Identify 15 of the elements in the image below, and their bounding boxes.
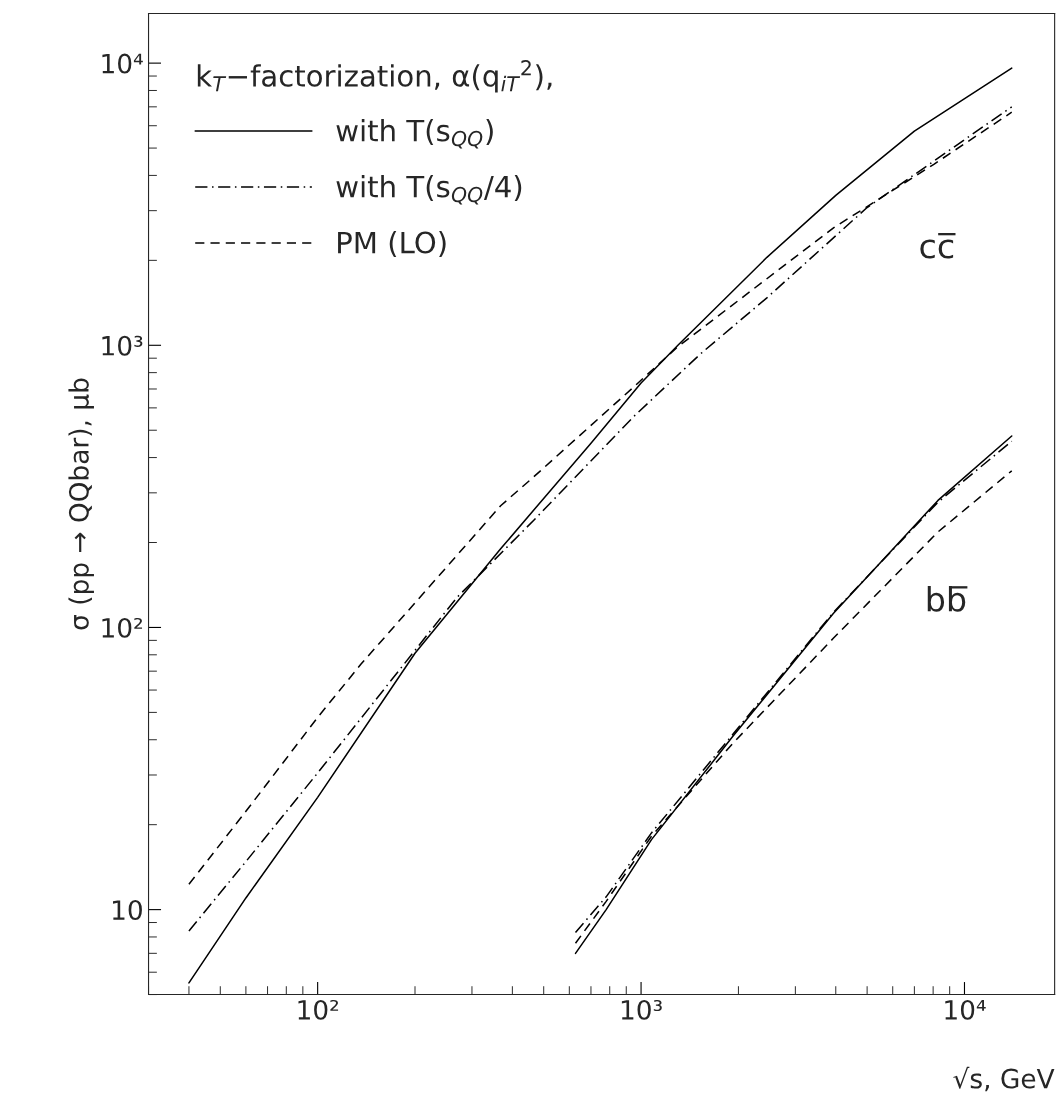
y-tick-label: 10³ — [102, 335, 143, 356]
y-axis-title: σ (pp → QQbar), μb — [68, 378, 94, 630]
annotation: cc̅ — [920, 232, 956, 259]
x-axis-title: √s, GeV — [953, 1066, 1055, 1092]
y-tick-label: 10⁴ — [102, 53, 143, 74]
legend-title: k$_{T}$−factorization, α(q$_{iT}$$^{2}$), — [197, 60, 552, 93]
x-tick-label: 10⁴ — [945, 999, 986, 1020]
legend-label: with T(s$_{QQ}$/4) — [336, 175, 522, 205]
y-tick-label: 10² — [102, 617, 143, 638]
legend-label: PM (LO) — [338, 231, 446, 258]
legend-label: with T(s$_{QQ}$) — [336, 119, 493, 149]
x-tick-label: 10³ — [621, 999, 662, 1020]
y-tick-label: 10 — [113, 900, 142, 921]
annotation: bb̅ — [927, 585, 968, 612]
x-tick-label: 10² — [298, 999, 339, 1020]
